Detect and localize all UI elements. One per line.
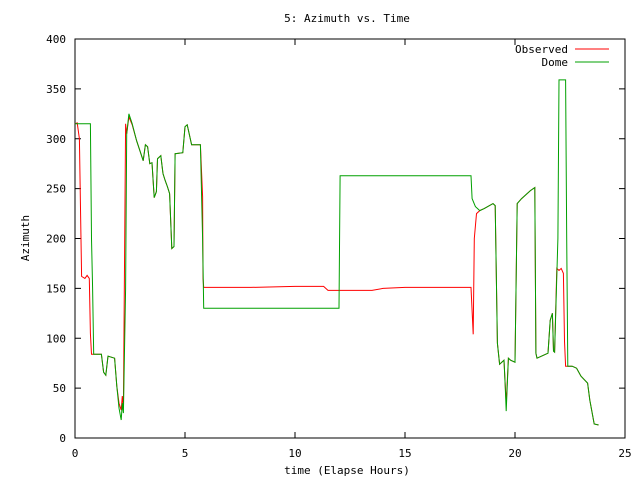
y-tick-label: 200 <box>46 233 66 246</box>
y-tick-label: 100 <box>46 332 66 345</box>
plot-frame <box>74 38 626 439</box>
y-tick-label: 300 <box>46 133 66 146</box>
y-tick-label: 50 <box>53 382 66 395</box>
x-tick-label: 20 <box>508 447 521 460</box>
legend-label-observed: Observed <box>515 43 568 56</box>
y-axis: 0 50 100 150 200 250 300 350 400 <box>46 33 625 445</box>
series-line-observed <box>74 114 599 426</box>
y-tick-label: 150 <box>46 282 66 295</box>
x-tick-label: 15 <box>398 447 411 460</box>
series-lines <box>74 79 599 426</box>
y-tick-label: 0 <box>59 432 66 445</box>
x-axis: 0 5 10 15 20 25 <box>72 39 632 460</box>
legend-label-dome: Dome <box>542 56 569 69</box>
x-axis-label: time (Elapse Hours) <box>284 464 410 477</box>
y-tick-label: 350 <box>46 83 66 96</box>
y-tick-label: 400 <box>46 33 66 46</box>
x-tick-label: 25 <box>618 447 631 460</box>
series-line-dome <box>75 79 599 426</box>
chart-title: 5: Azimuth vs. Time <box>284 12 410 25</box>
y-axis-label: Azimuth <box>19 215 32 261</box>
x-tick-label: 0 <box>72 447 79 460</box>
y-tick-label: 250 <box>46 183 66 196</box>
x-tick-label: 10 <box>288 447 301 460</box>
x-tick-label: 5 <box>182 447 189 460</box>
